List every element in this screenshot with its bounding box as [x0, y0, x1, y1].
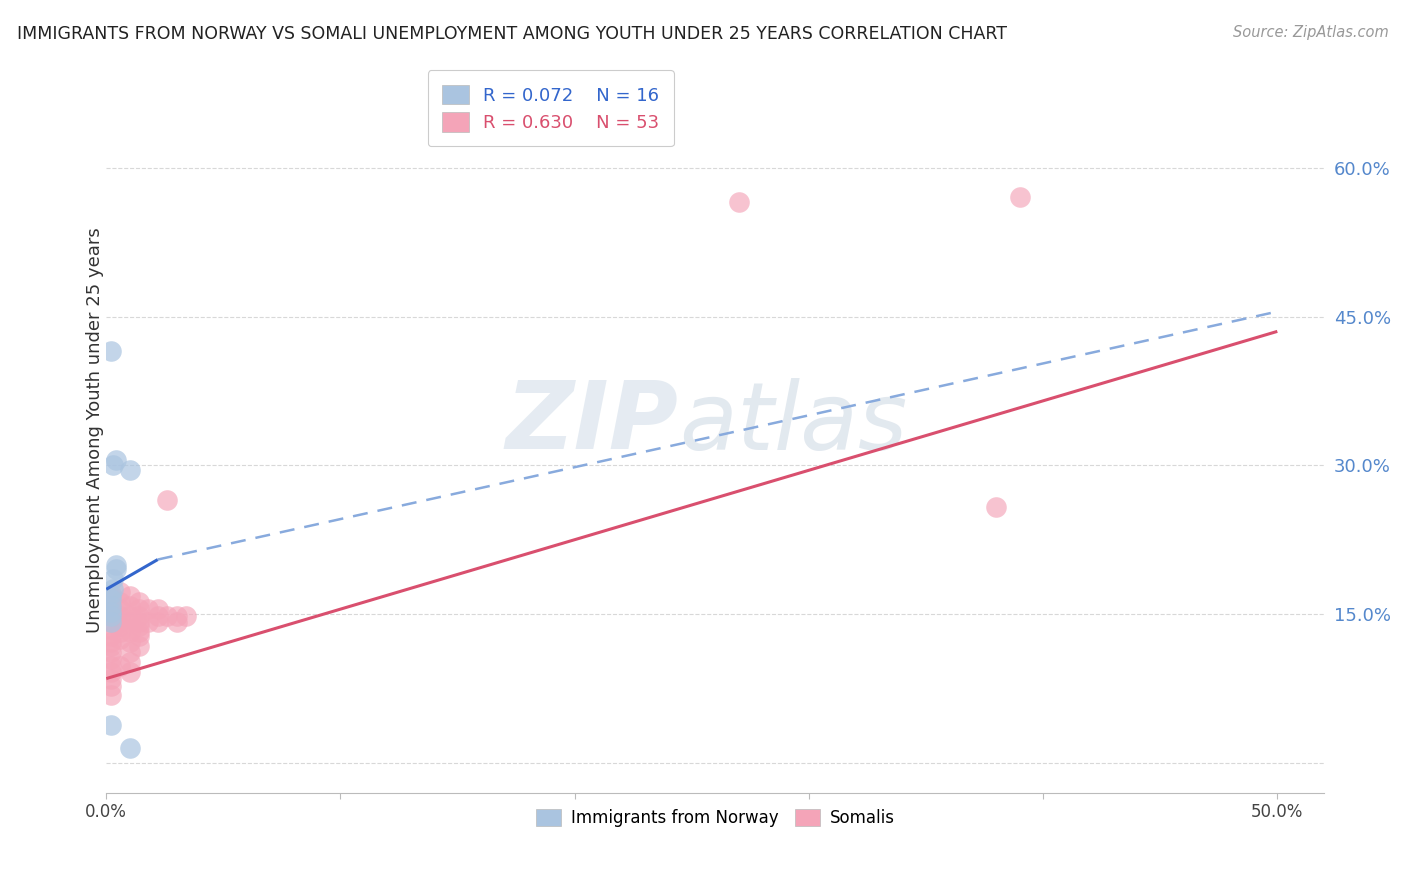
Point — [146, 615, 169, 629]
Point — [110, 609, 132, 624]
Point — [166, 615, 188, 629]
Point — [128, 619, 150, 633]
Point — [110, 615, 132, 629]
Point — [128, 602, 150, 616]
Point — [727, 195, 749, 210]
Point — [118, 665, 141, 679]
Point — [110, 632, 132, 646]
Point — [100, 679, 122, 693]
Y-axis label: Unemployment Among Youth under 25 years: Unemployment Among Youth under 25 years — [86, 227, 104, 633]
Point — [138, 602, 160, 616]
Point — [118, 635, 141, 649]
Point — [110, 624, 132, 639]
Point — [156, 493, 179, 508]
Point — [118, 599, 141, 614]
Point — [986, 500, 1008, 514]
Point — [100, 589, 122, 603]
Point — [100, 609, 122, 624]
Point — [100, 635, 122, 649]
Point — [104, 558, 127, 572]
Point — [100, 615, 122, 629]
Point — [100, 592, 122, 607]
Point — [128, 595, 150, 609]
Point — [138, 615, 160, 629]
Point — [110, 602, 132, 616]
Point — [103, 573, 125, 587]
Text: IMMIGRANTS FROM NORWAY VS SOMALI UNEMPLOYMENT AMONG YOUTH UNDER 25 YEARS CORRELA: IMMIGRANTS FROM NORWAY VS SOMALI UNEMPLO… — [17, 25, 1007, 43]
Point — [100, 645, 122, 659]
Point — [104, 562, 127, 576]
Point — [110, 658, 132, 673]
Point — [118, 609, 141, 624]
Point — [100, 344, 122, 359]
Text: ZIP: ZIP — [506, 377, 679, 469]
Point — [128, 609, 150, 624]
Point — [118, 589, 141, 603]
Point — [156, 609, 179, 624]
Text: Source: ZipAtlas.com: Source: ZipAtlas.com — [1233, 25, 1389, 40]
Point — [146, 602, 169, 616]
Point — [166, 609, 188, 624]
Point — [100, 599, 122, 614]
Point — [128, 615, 150, 629]
Point — [128, 639, 150, 653]
Point — [146, 609, 169, 624]
Point — [100, 629, 122, 643]
Point — [128, 629, 150, 643]
Point — [118, 655, 141, 669]
Point — [104, 453, 127, 467]
Point — [118, 741, 141, 756]
Point — [100, 658, 122, 673]
Point — [128, 624, 150, 639]
Point — [118, 645, 141, 659]
Point — [103, 458, 125, 473]
Point — [100, 718, 122, 732]
Legend: Immigrants from Norway, Somalis: Immigrants from Norway, Somalis — [527, 800, 903, 835]
Point — [100, 689, 122, 703]
Point — [100, 665, 122, 679]
Point — [1008, 190, 1031, 204]
Point — [118, 463, 141, 477]
Point — [100, 615, 122, 629]
Point — [100, 672, 122, 686]
Point — [118, 615, 141, 629]
Point — [100, 599, 122, 614]
Point — [100, 605, 122, 619]
Point — [110, 619, 132, 633]
Point — [100, 605, 122, 619]
Point — [100, 639, 122, 653]
Point — [100, 609, 122, 624]
Point — [100, 622, 122, 636]
Point — [100, 651, 122, 665]
Text: atlas: atlas — [679, 378, 907, 469]
Point — [174, 609, 197, 624]
Point — [100, 587, 122, 601]
Point — [103, 582, 125, 597]
Point — [118, 624, 141, 639]
Point — [110, 595, 132, 609]
Point — [110, 585, 132, 599]
